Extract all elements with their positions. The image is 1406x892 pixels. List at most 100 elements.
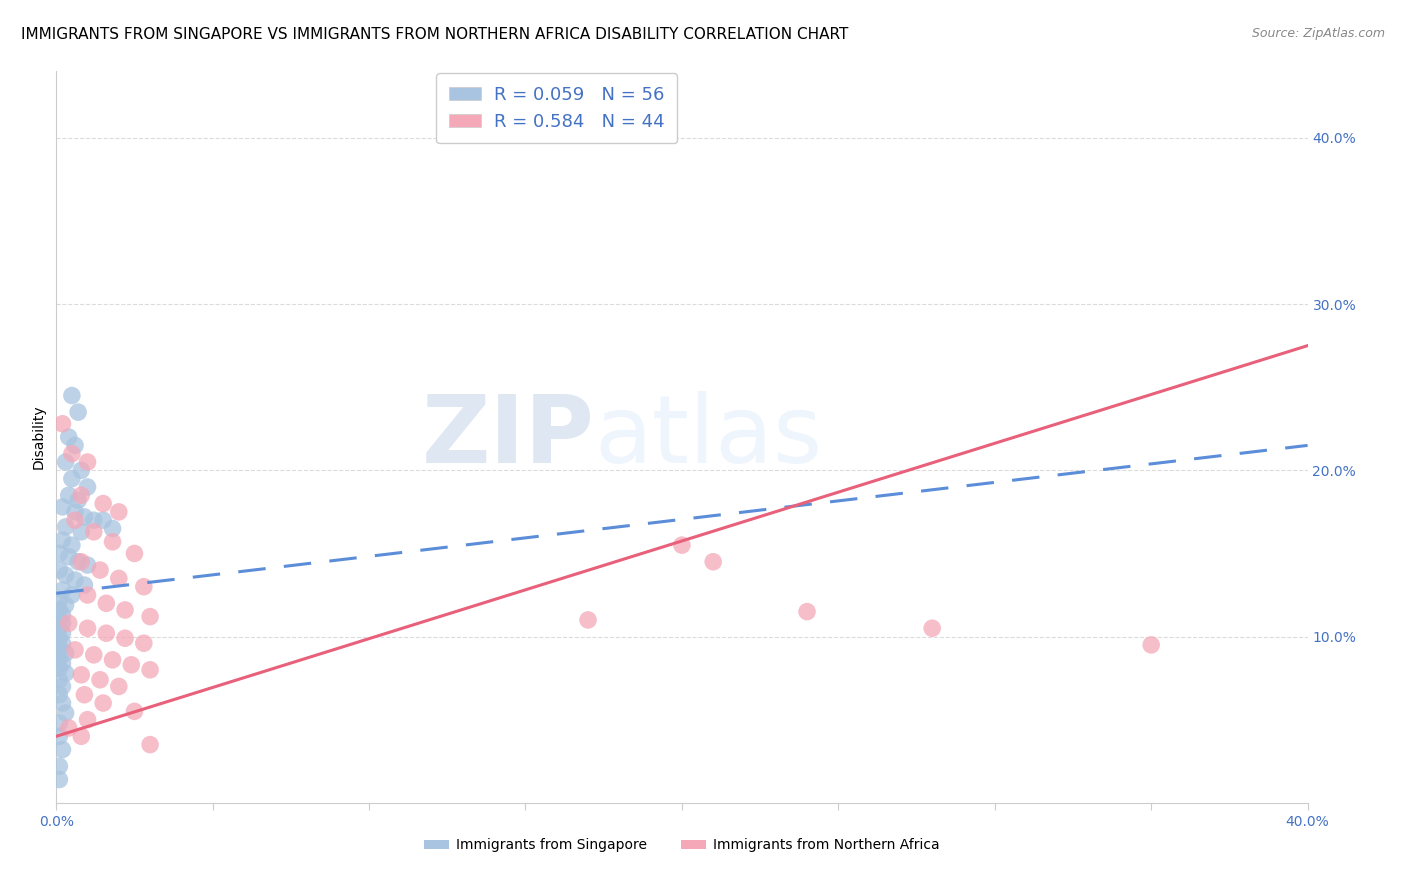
Point [51,417,73,431]
Point [55,568,77,582]
Point [73,509,96,524]
Point [55,706,77,720]
Point [48,716,70,731]
Point [132,636,155,650]
Point [139,738,162,752]
Point [76,713,98,727]
Point [83,524,105,539]
Point [48,603,70,617]
Point [76,480,98,494]
Point [67,405,90,419]
Point [48,563,70,577]
Point [101,521,124,535]
Point [1140,638,1163,652]
Point [67,555,90,569]
Legend: Immigrants from Singapore, Immigrants from Northern Africa: Immigrants from Singapore, Immigrants fr… [418,833,946,858]
Point [60,388,83,402]
Point [70,488,93,502]
Point [70,524,93,539]
Point [48,772,70,787]
Point [576,613,599,627]
Point [63,438,86,452]
Point [51,582,73,597]
Point [55,520,77,534]
Point [58,488,80,502]
Point [58,549,80,564]
Point [58,616,80,631]
Point [48,688,70,702]
Point [51,680,73,694]
Point [48,593,70,607]
Point [796,605,818,619]
Point [70,729,93,743]
Point [55,666,77,681]
Point [58,430,80,444]
Point [139,663,162,677]
Point [63,505,86,519]
Point [96,596,118,610]
Point [114,632,136,646]
Point [73,688,96,702]
Point [55,455,77,469]
Point [70,667,93,681]
Point [48,546,70,560]
Point [58,721,80,735]
Text: ZIP: ZIP [422,391,595,483]
Point [73,578,96,592]
Point [51,636,73,650]
Point [60,447,83,461]
Point [70,463,93,477]
Point [76,455,98,469]
Point [60,538,83,552]
Point [51,607,73,622]
Point [51,616,73,631]
Point [108,505,131,519]
Point [63,513,86,527]
Point [67,493,90,508]
Point [96,626,118,640]
Point [60,588,83,602]
Point [48,673,70,687]
Point [124,705,146,719]
Point [51,500,73,514]
Point [91,513,114,527]
Point [132,580,155,594]
Point [108,571,131,585]
Point [702,555,724,569]
Point [139,609,162,624]
Point [51,742,73,756]
Point [124,546,146,560]
Point [51,696,73,710]
Point [63,573,86,587]
Point [48,651,70,665]
Point [51,656,73,670]
Point [48,641,70,656]
Point [89,673,111,687]
Point [48,759,70,773]
Point [55,646,77,660]
Point [60,472,83,486]
Point [921,621,943,635]
Point [48,632,70,646]
Point [114,603,136,617]
Text: atlas: atlas [595,391,823,483]
Point [101,534,124,549]
Point [108,680,131,694]
Point [63,643,86,657]
Point [48,621,70,635]
Point [51,533,73,548]
Y-axis label: Disability: Disability [31,405,45,469]
Point [91,497,114,511]
Point [48,661,70,675]
Point [76,558,98,573]
Point [83,648,105,662]
Point [89,563,111,577]
Point [76,621,98,635]
Point [70,555,93,569]
Point [83,513,105,527]
Point [76,588,98,602]
Point [48,613,70,627]
Point [101,653,124,667]
Text: IMMIGRANTS FROM SINGAPORE VS IMMIGRANTS FROM NORTHERN AFRICA DISABILITY CORRELAT: IMMIGRANTS FROM SINGAPORE VS IMMIGRANTS … [21,27,848,42]
Point [51,626,73,640]
